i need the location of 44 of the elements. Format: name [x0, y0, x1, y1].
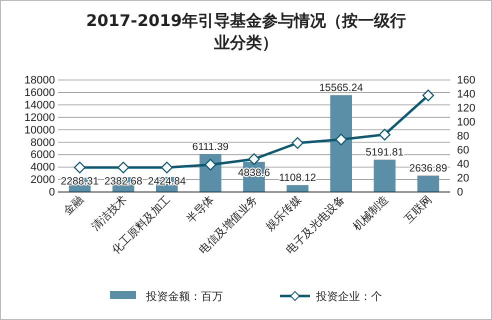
- y2-tick-label: 160: [457, 74, 476, 87]
- bar: [374, 160, 396, 192]
- bar: [286, 185, 308, 192]
- bar: [330, 95, 352, 192]
- y2-tick-label: 120: [457, 102, 476, 115]
- y2-tick-label: 80: [457, 130, 470, 143]
- y2-tick-label: 60: [457, 144, 470, 157]
- y2-tick-label: 0: [457, 186, 464, 199]
- point: [292, 137, 304, 149]
- bar: [417, 176, 440, 192]
- y2-tick-label: 20: [457, 172, 470, 185]
- point: [161, 162, 173, 174]
- y-tick-label: 14000: [24, 99, 55, 112]
- legend-label: 投资企业：个: [315, 290, 382, 303]
- legend-label: 投资金额：百万: [145, 290, 223, 303]
- data-label: 5191.81: [366, 146, 404, 159]
- y-tick-label: 4000: [30, 162, 55, 174]
- y2-tick-label: 140: [457, 88, 476, 101]
- x-tick-label: 半导体: [184, 192, 217, 226]
- y2-tick-label: 100: [457, 116, 476, 129]
- y2-tick-label: 40: [457, 158, 470, 171]
- chart-title: 2017-2019年引导基金参与情况（按一级行业分类）: [86, 11, 406, 52]
- y-tick-label: 10000: [24, 124, 55, 136]
- x-tick-label: 机械制造: [350, 192, 391, 234]
- y-tick-label: 12000: [24, 112, 55, 124]
- data-label: 15565.24: [319, 82, 364, 94]
- x-tick-label: 互联网: [402, 192, 434, 226]
- point: [204, 158, 216, 171]
- data-label: 1108.12: [278, 172, 316, 184]
- y-tick-label: 2000: [30, 174, 55, 186]
- data-label: 2636.89: [409, 162, 448, 175]
- x-tick-label: 金融: [61, 192, 86, 218]
- point: [117, 162, 130, 174]
- y-tick-label: 8000: [30, 136, 55, 149]
- y-tick-label: 16000: [24, 86, 55, 99]
- data-label: 6111.39: [192, 140, 229, 153]
- y-tick-label: 6000: [30, 149, 55, 162]
- point: [74, 162, 86, 174]
- point: [422, 90, 434, 102]
- point: [335, 134, 347, 146]
- point: [378, 128, 391, 140]
- y-tick-label: 0: [48, 186, 55, 199]
- point: [248, 153, 260, 165]
- y-tick-label: 18000: [24, 74, 55, 87]
